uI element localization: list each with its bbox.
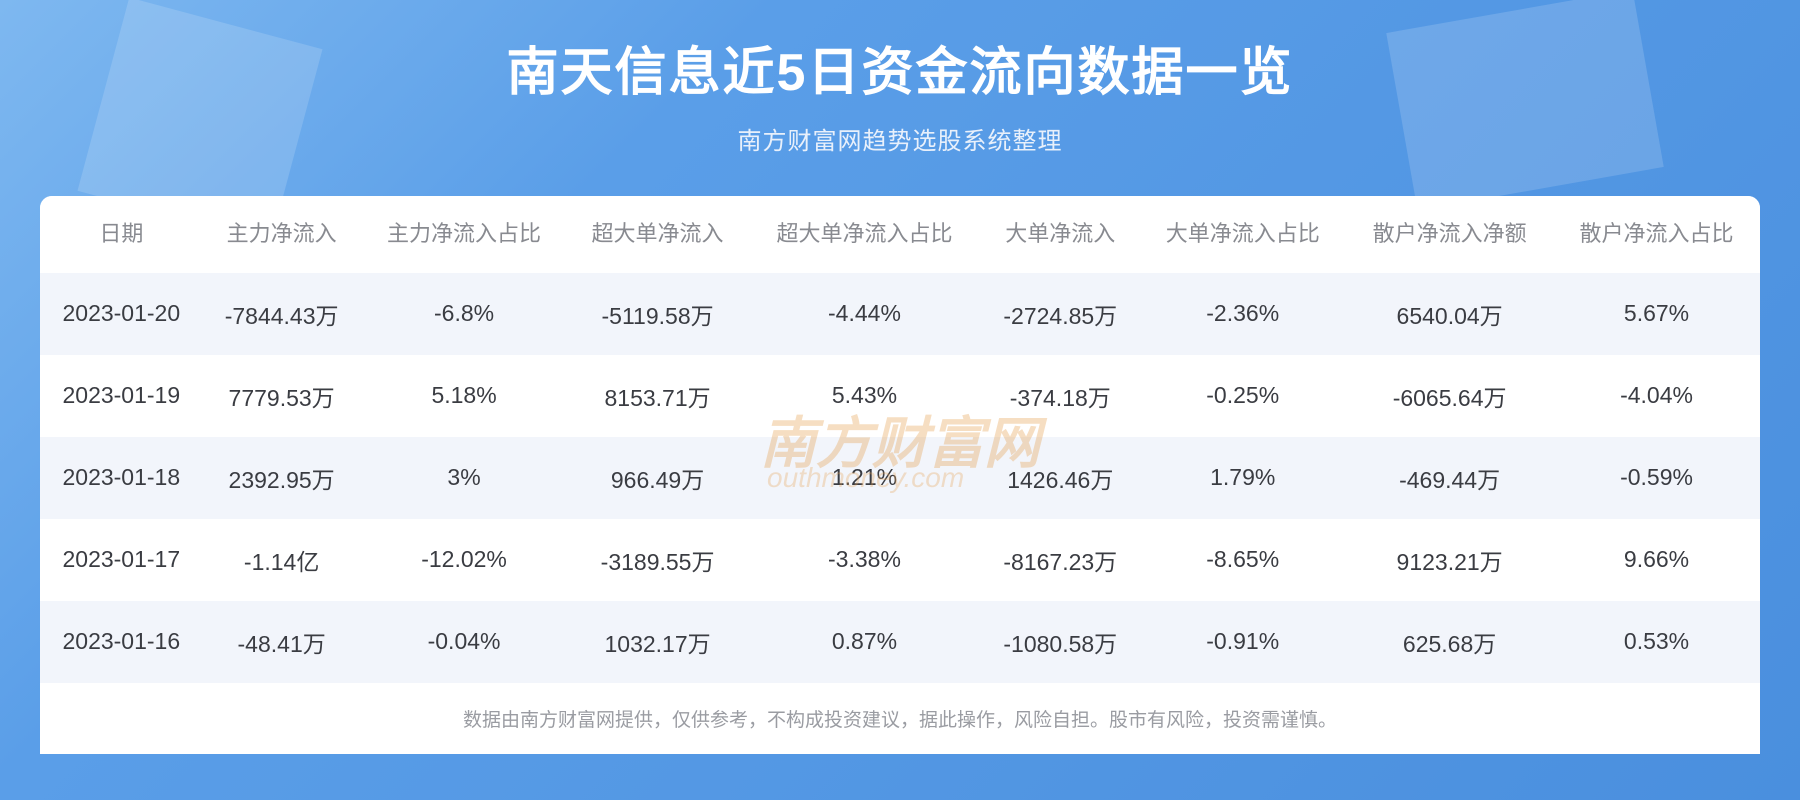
table-cell: -8167.23万 xyxy=(981,519,1139,601)
table-row: 2023-01-16-48.41万-0.04%1032.17万0.87%-108… xyxy=(40,601,1760,683)
table-header-cell: 主力净流入 xyxy=(203,196,361,273)
table-cell: -2724.85万 xyxy=(981,273,1139,355)
table-cell: -0.59% xyxy=(1553,437,1760,519)
table-cell: 8153.71万 xyxy=(568,355,748,437)
page-footer: 数据由南方财富网提供，仅供参考，不构成投资建议，据此操作，风险自担。股市有风险，… xyxy=(40,683,1760,754)
table-header-cell: 大单净流入占比 xyxy=(1139,196,1346,273)
table-cell: -5119.58万 xyxy=(568,273,748,355)
table-header-cell: 散户净流入占比 xyxy=(1553,196,1760,273)
page-title: 南天信息近5日资金流向数据一览 xyxy=(0,30,1800,105)
page-header: 南天信息近5日资金流向数据一览 南方财富网趋势选股系统整理 xyxy=(0,0,1800,176)
table-cell: -0.04% xyxy=(361,601,568,683)
table-row: 2023-01-182392.95万3%966.49万1.21%1426.46万… xyxy=(40,437,1760,519)
table-cell: -1.14亿 xyxy=(203,519,361,601)
table-cell: 2023-01-17 xyxy=(40,519,203,601)
table-row: 2023-01-20-7844.43万-6.8%-5119.58万-4.44%-… xyxy=(40,273,1760,355)
table-cell: 1032.17万 xyxy=(568,601,748,683)
table-cell: 6540.04万 xyxy=(1346,273,1553,355)
table-cell: -3.38% xyxy=(748,519,982,601)
table-cell: 625.68万 xyxy=(1346,601,1553,683)
table-cell: 5.67% xyxy=(1553,273,1760,355)
table-cell: 1426.46万 xyxy=(981,437,1139,519)
table-cell: -4.44% xyxy=(748,273,982,355)
page-subtitle: 南方财富网趋势选股系统整理 xyxy=(0,121,1800,156)
table-cell: 1.79% xyxy=(1139,437,1346,519)
table-cell: 966.49万 xyxy=(568,437,748,519)
table-cell: 5.43% xyxy=(748,355,982,437)
disclaimer-text: 数据由南方财富网提供，仅供参考，不构成投资建议，据此操作，风险自担。股市有风险，… xyxy=(463,710,1337,731)
table-cell: -374.18万 xyxy=(981,355,1139,437)
table-cell: -0.91% xyxy=(1139,601,1346,683)
table-cell: 0.53% xyxy=(1553,601,1760,683)
table-header-cell: 主力净流入占比 xyxy=(361,196,568,273)
data-table-container: 南方财富网 outhmoney.com 日期主力净流入主力净流入占比超大单净流入… xyxy=(40,196,1760,683)
table-cell: 5.18% xyxy=(361,355,568,437)
table-cell: 2023-01-19 xyxy=(40,355,203,437)
table-cell: -48.41万 xyxy=(203,601,361,683)
table-header-cell: 超大单净流入占比 xyxy=(748,196,982,273)
table-header-cell: 超大单净流入 xyxy=(568,196,748,273)
table-cell: -6.8% xyxy=(361,273,568,355)
table-cell: 3% xyxy=(361,437,568,519)
table-cell: 7779.53万 xyxy=(203,355,361,437)
table-header-cell: 日期 xyxy=(40,196,203,273)
table-cell: -12.02% xyxy=(361,519,568,601)
table-cell: -7844.43万 xyxy=(203,273,361,355)
capital-flow-table: 日期主力净流入主力净流入占比超大单净流入超大单净流入占比大单净流入大单净流入占比… xyxy=(40,196,1760,683)
table-cell: 9123.21万 xyxy=(1346,519,1553,601)
table-cell: 0.87% xyxy=(748,601,982,683)
table-header-cell: 散户净流入净额 xyxy=(1346,196,1553,273)
table-cell: -8.65% xyxy=(1139,519,1346,601)
table-cell: -3189.55万 xyxy=(568,519,748,601)
table-row: 2023-01-17-1.14亿-12.02%-3189.55万-3.38%-8… xyxy=(40,519,1760,601)
table-cell: -469.44万 xyxy=(1346,437,1553,519)
table-header-cell: 大单净流入 xyxy=(981,196,1139,273)
table-cell: 2023-01-18 xyxy=(40,437,203,519)
table-cell: -4.04% xyxy=(1553,355,1760,437)
table-header-row: 日期主力净流入主力净流入占比超大单净流入超大单净流入占比大单净流入大单净流入占比… xyxy=(40,196,1760,273)
table-cell: 2392.95万 xyxy=(203,437,361,519)
table-cell: 2023-01-16 xyxy=(40,601,203,683)
table-cell: -0.25% xyxy=(1139,355,1346,437)
table-cell: 2023-01-20 xyxy=(40,273,203,355)
table-cell: 9.66% xyxy=(1553,519,1760,601)
table-body: 2023-01-20-7844.43万-6.8%-5119.58万-4.44%-… xyxy=(40,273,1760,683)
table-cell: -1080.58万 xyxy=(981,601,1139,683)
table-header: 日期主力净流入主力净流入占比超大单净流入超大单净流入占比大单净流入大单净流入占比… xyxy=(40,196,1760,273)
table-cell: -6065.64万 xyxy=(1346,355,1553,437)
table-cell: -2.36% xyxy=(1139,273,1346,355)
table-row: 2023-01-197779.53万5.18%8153.71万5.43%-374… xyxy=(40,355,1760,437)
table-cell: 1.21% xyxy=(748,437,982,519)
